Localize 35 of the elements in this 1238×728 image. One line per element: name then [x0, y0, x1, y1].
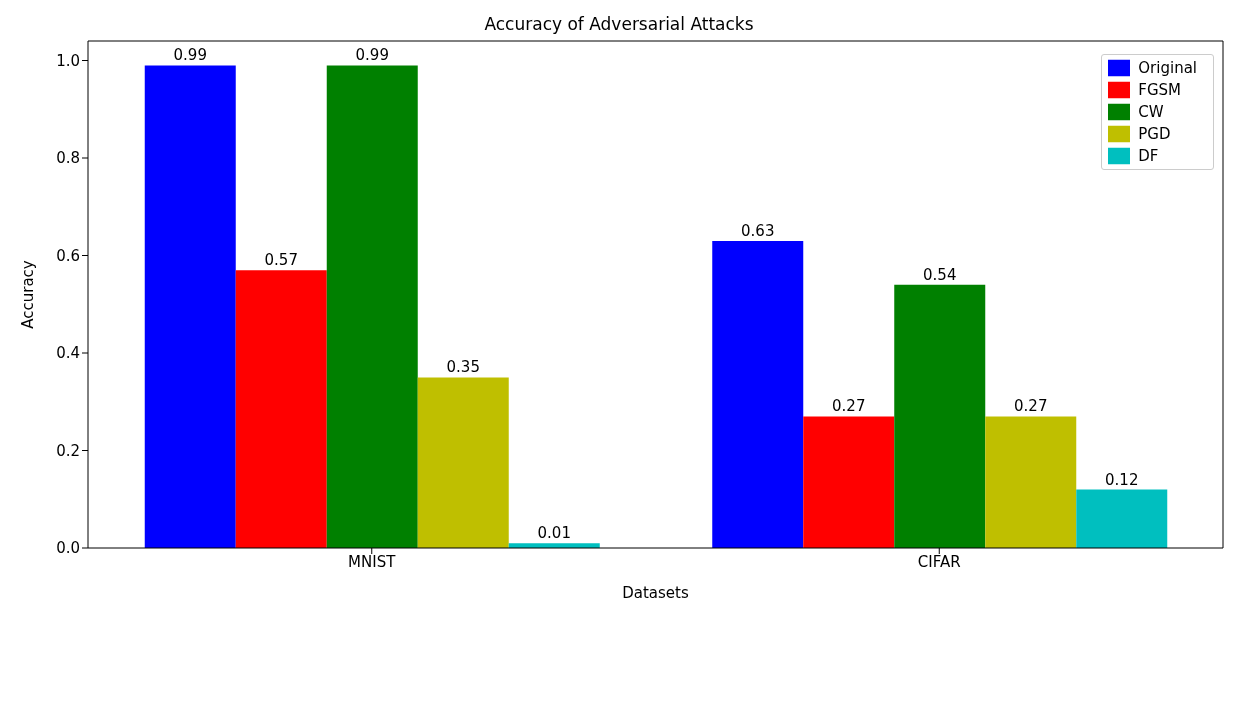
bar — [326, 65, 418, 548]
x-tick-label: MNIST — [348, 552, 397, 571]
legend-label: DF — [1138, 146, 1159, 165]
legend-label: FGSM — [1138, 80, 1182, 99]
legend-label: CW — [1138, 102, 1164, 121]
data-label: 0.35 — [446, 358, 480, 377]
y-tick-label: 1.0 — [56, 51, 80, 70]
bar — [417, 377, 509, 548]
data-label: 0.54 — [923, 265, 957, 284]
bar — [803, 416, 895, 548]
bar — [1076, 489, 1168, 548]
legend-label: PGD — [1138, 124, 1171, 143]
legend-label: Original — [1138, 58, 1197, 77]
data-label: 0.99 — [173, 46, 207, 65]
x-axis-title: Datasets — [622, 584, 689, 602]
bar — [235, 270, 327, 548]
data-label: 0.63 — [741, 221, 775, 240]
y-tick-label: 0.0 — [56, 539, 80, 558]
data-label: 0.01 — [537, 524, 571, 543]
y-tick-label: 0.8 — [56, 149, 80, 168]
bar — [985, 416, 1077, 548]
y-tick-label: 0.2 — [56, 441, 80, 460]
bar — [144, 65, 236, 548]
data-label: 0.99 — [355, 46, 389, 65]
y-axis-title: Accuracy — [19, 260, 38, 329]
y-tick-label: 0.4 — [56, 344, 80, 363]
y-tick-label: 0.6 — [56, 246, 80, 265]
data-label: 0.27 — [1014, 397, 1048, 416]
data-label: 0.57 — [264, 251, 298, 270]
bar — [894, 284, 986, 548]
data-label: 0.12 — [1105, 470, 1139, 489]
x-tick-label: CIFAR — [917, 552, 961, 571]
chart-title: Accuracy of Adversarial Attacks — [483, 14, 755, 34]
bar — [712, 240, 804, 548]
data-label: 0.27 — [832, 397, 866, 416]
